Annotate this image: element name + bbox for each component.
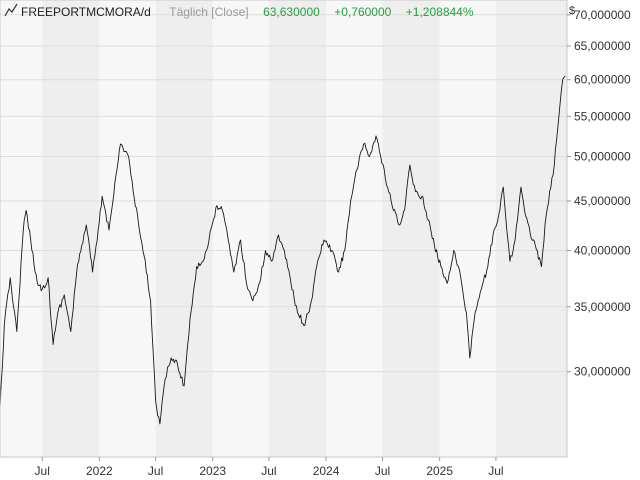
currency-label: $	[569, 5, 575, 17]
x-tick-label: Jul	[148, 464, 163, 478]
line-chart-icon	[4, 3, 18, 17]
background-bands	[0, 0, 567, 457]
y-tick-label: 50,000000	[574, 150, 631, 164]
y-tick-label: 65,000000	[574, 39, 631, 53]
x-tick-label: Jul	[488, 464, 503, 478]
chart-header: FREEPORTMCMORA/d Täglich [Close] 63,6300…	[4, 3, 474, 20]
y-tick-label: 70,000000	[574, 8, 631, 22]
x-tick-label: Jul	[261, 464, 276, 478]
x-tick-label: 2024	[313, 464, 340, 478]
y-tick-label: 55,000000	[574, 109, 631, 123]
time-band	[212, 0, 269, 457]
symbol-label: FREEPORTMCMORA/d	[21, 5, 151, 19]
y-axis: 30,000000 35,000000 40,000000 45,000000 50,0…	[567, 8, 631, 379]
x-tick-label: 2022	[86, 464, 113, 478]
series-layer	[0, 75, 566, 425]
time-band	[268, 0, 327, 457]
last-price: 63,630000	[263, 5, 320, 19]
mode-label: Täglich [Close]	[169, 5, 248, 19]
price-change-percent: +1,208844%	[406, 5, 474, 19]
time-band	[382, 0, 440, 457]
x-axis: Jul 2022 Jul 2023 Jul 2024 Jul 2025 Jul	[35, 457, 504, 478]
plot-frame	[0, 0, 568, 458]
time-band	[495, 0, 567, 457]
y-tick-label: 35,000000	[574, 300, 631, 314]
time-band	[42, 0, 100, 457]
y-tick-label: 45,000000	[574, 194, 631, 208]
x-tick-label: Jul	[35, 464, 50, 478]
x-tick-label: 2025	[426, 464, 453, 478]
time-band	[0, 0, 43, 457]
price-line	[0, 75, 566, 425]
time-band	[326, 0, 383, 457]
y-tick-label: 60,000000	[574, 73, 631, 87]
y-tick-label: 40,000000	[574, 244, 631, 258]
y-tick-label: 30,000000	[574, 365, 631, 379]
grid-lines	[0, 14, 567, 373]
x-tick-label: 2023	[199, 464, 226, 478]
header-line: FREEPORTMCMORA/d Täglich [Close] 63,6300…	[21, 3, 474, 20]
time-band	[99, 0, 156, 457]
time-band	[439, 0, 496, 457]
x-tick-label: Jul	[375, 464, 390, 478]
price-change: +0,760000	[334, 5, 391, 19]
